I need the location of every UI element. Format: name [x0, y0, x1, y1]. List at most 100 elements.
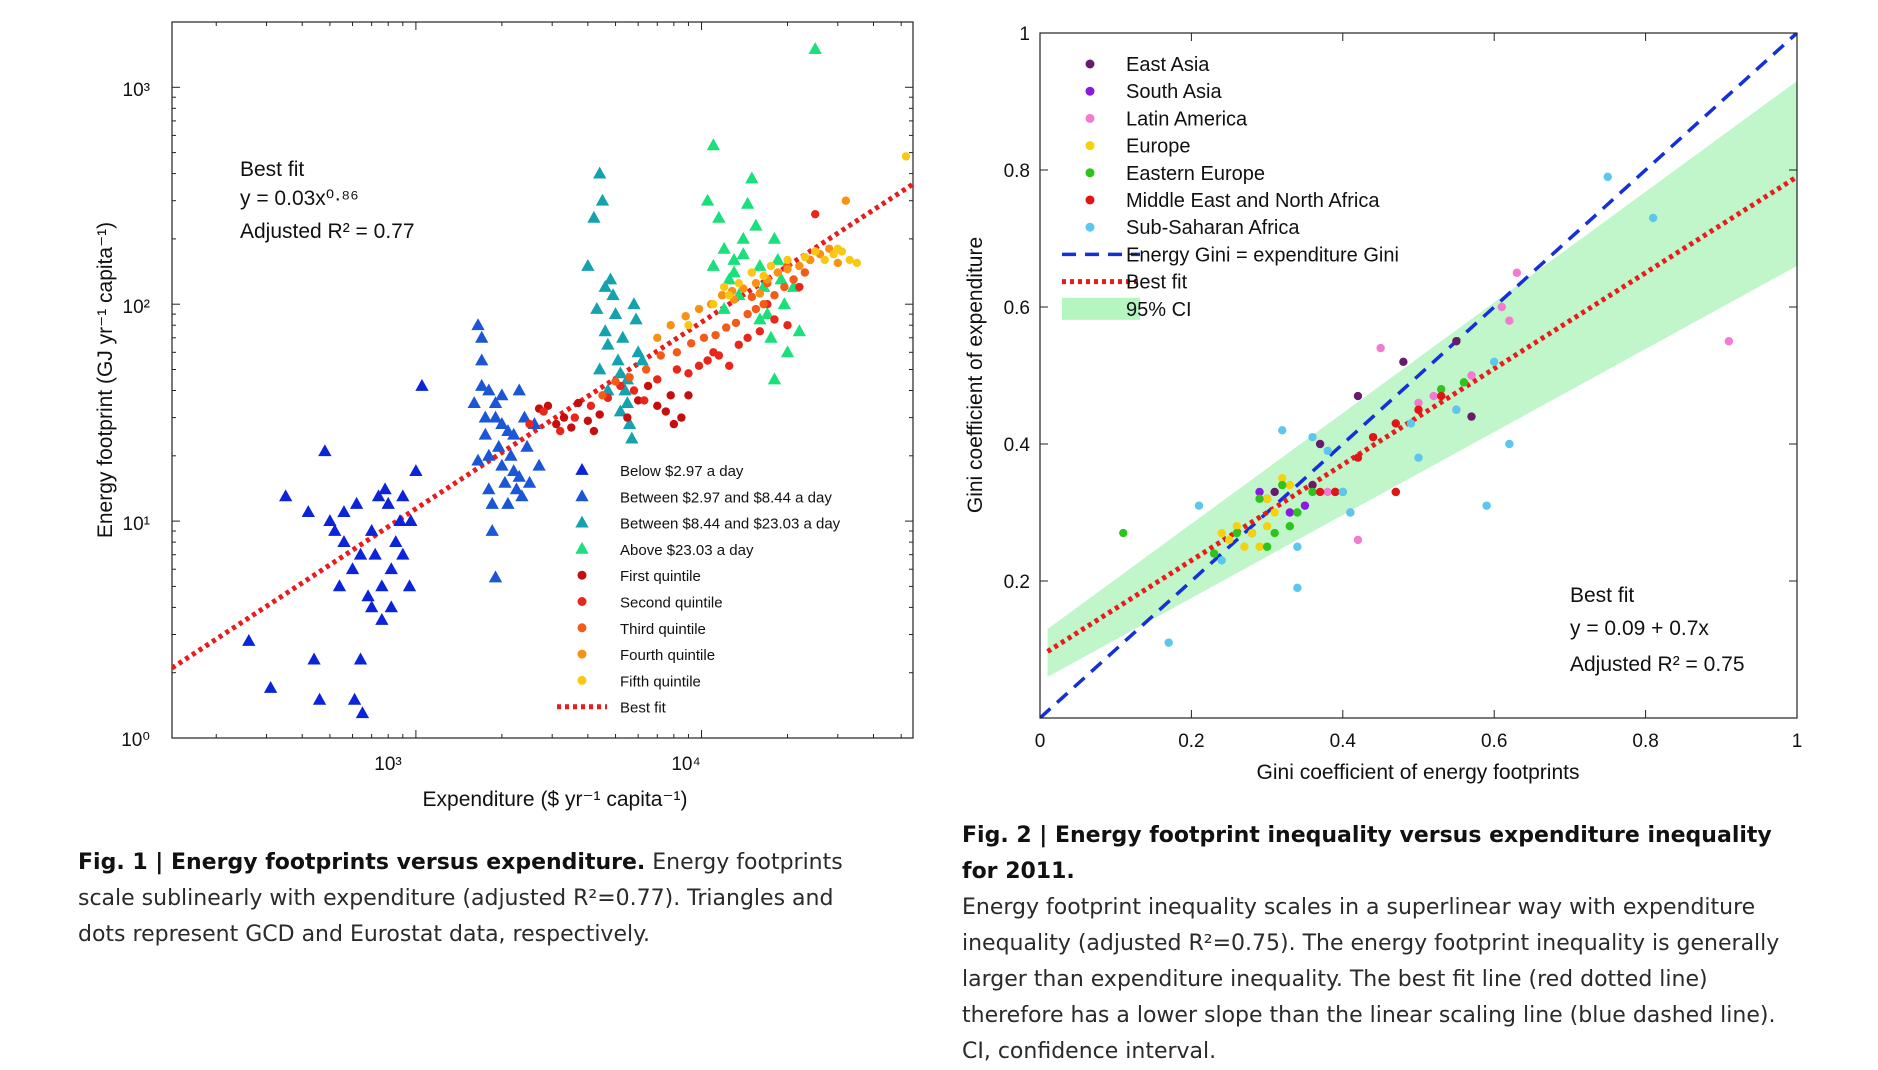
fig1-point-triangle	[475, 353, 489, 366]
fig1-point-dot	[555, 426, 565, 436]
fig1-point-triangle	[753, 259, 767, 271]
fig1-point-triangle	[488, 570, 503, 583]
fig2-point-dot	[1724, 337, 1734, 346]
fig1-point-triangle	[532, 458, 546, 471]
fig1-point-triangle	[587, 210, 601, 223]
fig1-point-triangle	[736, 231, 750, 244]
fig1-point-triangle	[635, 353, 649, 366]
fig1-point-dot	[684, 391, 693, 400]
fig2-legend-label: East Asia	[1126, 54, 1210, 76]
fig1-point-triangle	[509, 482, 524, 495]
fig2-fit-equation: y = 0.09 + 0.7x	[1570, 617, 1709, 640]
fig1-legend-label: Fourth quintile	[620, 647, 715, 664]
fig2-legend-dot-marker	[1085, 86, 1095, 96]
fig1-point-dot	[783, 264, 792, 274]
fig1-point-triangle	[495, 388, 509, 401]
fig1-point-triangle	[774, 272, 788, 285]
fig1-point-triangle	[745, 171, 759, 184]
fig1-point-triangle	[349, 496, 364, 509]
fig1-point-dot	[770, 315, 779, 324]
fig1-point-dot	[780, 282, 789, 292]
fig2-legend-dot-marker	[1085, 195, 1095, 205]
fig1-xtick-10-3: 10³	[374, 754, 401, 775]
fig1-point-triangle	[601, 337, 615, 350]
fig2-point-dot	[1232, 528, 1242, 538]
fig1-legend-label: Fifth quintile	[620, 673, 701, 690]
fig1-point-triangle	[756, 280, 771, 292]
fig1-point-dot	[711, 330, 720, 340]
fig2-point-dot	[1270, 508, 1279, 517]
fig2-point-dot	[1505, 316, 1514, 325]
fig2-legend-label: Latin America	[1126, 108, 1248, 130]
fig1-point-dot	[800, 252, 810, 262]
fig2-point-dot	[1437, 385, 1446, 394]
fig2-point-dot	[1240, 542, 1249, 551]
fig1-point-dot	[543, 401, 553, 411]
fig2-legend-label: Europe	[1126, 136, 1191, 158]
fig1-point-triangle	[590, 302, 604, 314]
fig1-legend-dot-marker	[577, 570, 587, 580]
fig1-point-triangle	[337, 505, 351, 518]
fig1-point-dot	[653, 375, 662, 384]
fig1-point-dot	[721, 323, 731, 332]
fig2-ytick-label: 1	[1019, 24, 1030, 45]
fig1-point-dot	[770, 291, 779, 300]
fig1-point-dot	[743, 309, 752, 319]
fig2-point-dot	[1406, 419, 1416, 428]
fig2-legend-dot-marker	[1085, 168, 1095, 178]
fig2-point-dot	[1648, 213, 1658, 223]
fig1-point-triangle	[471, 453, 485, 466]
fig1-point-dot	[901, 152, 911, 161]
fig1-point-dot	[570, 413, 579, 422]
fig1-point-triangle	[402, 579, 417, 592]
fig1-point-dot	[684, 369, 693, 378]
fig1-point-dot	[734, 340, 743, 349]
fig1-point-dot	[672, 348, 682, 357]
fig1-point-triangle	[749, 218, 763, 231]
fig2-point-dot	[1414, 453, 1423, 462]
fig1-point-triangle	[485, 496, 499, 509]
fig1-fit-equation: y = 0.03x⁰·⁸⁶	[240, 187, 359, 210]
fig2-point-dot	[1194, 501, 1204, 510]
fig2-point-dot	[1293, 542, 1302, 551]
fig1-point-triangle	[767, 231, 782, 244]
fig2-point-dot	[1353, 535, 1363, 545]
fig1-point-triangle	[364, 524, 379, 536]
fig1-point-triangle	[622, 417, 637, 430]
fig2-point-dot	[1293, 508, 1302, 517]
fig2-ticks	[1039, 32, 1798, 718]
fig1-point-triangle	[318, 444, 332, 457]
fig2-point-dot	[1323, 446, 1332, 456]
fig1-point-triangle	[515, 489, 529, 502]
fig2-point-dot	[1285, 480, 1295, 490]
fig1-point-dot	[841, 196, 851, 205]
fig1-point-dot	[743, 333, 752, 342]
fig1-point-dot	[573, 398, 583, 408]
figure-1-caption-body: Energy footprints scale sublinearly with…	[78, 850, 843, 947]
fig2-point-dot	[1512, 268, 1522, 277]
fig2-point-dot	[1315, 487, 1325, 497]
fig1-point-dot	[773, 268, 783, 277]
fig1-point-dot	[595, 410, 604, 419]
fig1-point-triangle	[736, 247, 750, 260]
fig2-plot-frame	[1039, 32, 1798, 719]
fig1-point-triangle	[613, 404, 628, 417]
fig1-y-axis-label: Energy footprint (GJ yr⁻¹ capita⁻¹)	[94, 222, 117, 538]
fig1-point-triangle	[771, 252, 785, 265]
fig2-point-dot	[1164, 638, 1173, 647]
fig1-point-dot	[795, 282, 804, 292]
fig1-point-triangle	[603, 272, 618, 285]
fig2-point-dot	[1338, 487, 1347, 497]
fig1-point-triangle	[371, 489, 386, 502]
fig1-point-triangle	[384, 562, 398, 575]
fig1-point-dot	[589, 426, 599, 436]
fig1-legend-label: Best fit	[620, 700, 667, 717]
figure-1-caption-title: Fig. 1 | Energy footprints versus expend…	[78, 850, 646, 875]
fig1-point-triangle	[368, 547, 382, 560]
fig1-point-triangle	[478, 427, 492, 440]
fig1-point-triangle	[384, 600, 398, 613]
fig1-point-dot	[623, 413, 632, 422]
fig1-point-dot	[694, 304, 704, 314]
fig2-point-dot	[1255, 542, 1264, 551]
fig2-point-dot	[1315, 439, 1325, 449]
